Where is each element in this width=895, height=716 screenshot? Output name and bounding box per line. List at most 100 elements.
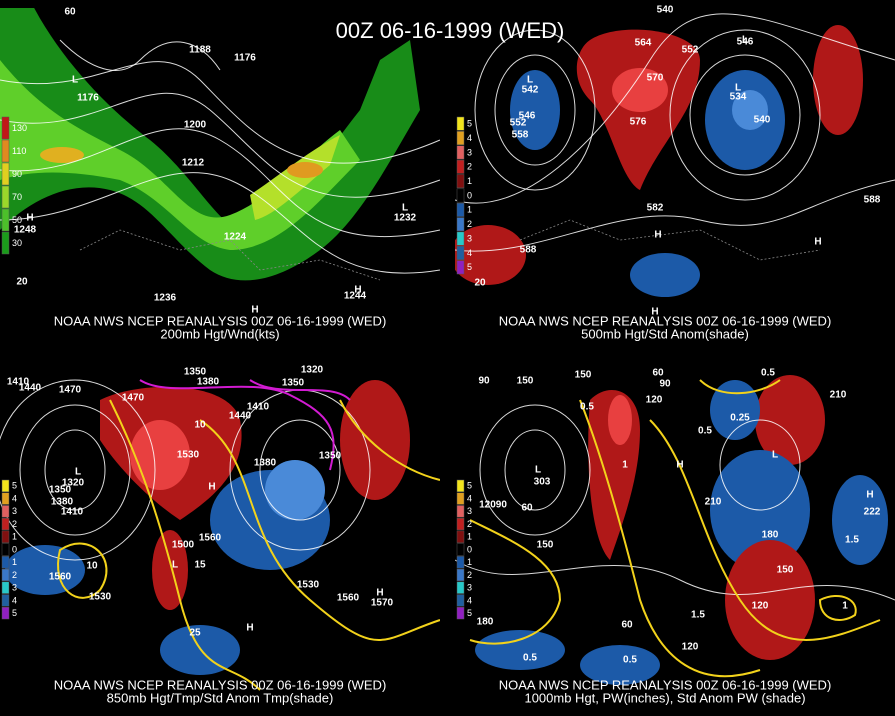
panel-caption: 850mb Hgt/Tmp/Std Anom Tmp(shade) xyxy=(107,690,334,705)
legend-label: 0 xyxy=(12,544,17,554)
legend-swatch xyxy=(1,607,10,620)
contour-label: 570 xyxy=(647,73,664,84)
legend-label: 5 xyxy=(12,481,17,491)
legend-swatch xyxy=(456,505,465,518)
legend-label: 2 xyxy=(467,570,472,580)
contour-label: 1224 xyxy=(224,232,247,243)
contour-label: 1440 xyxy=(19,383,42,394)
contour-label: 1530 xyxy=(297,580,320,591)
contour-label: 1500 xyxy=(172,540,195,551)
contour-label: 1410 xyxy=(61,507,84,518)
contour-label: 1530 xyxy=(89,592,112,603)
legend-swatch xyxy=(1,505,10,518)
contour-label: 10 xyxy=(86,561,98,572)
legend-swatch xyxy=(456,594,465,607)
contour-label: 0.5 xyxy=(523,653,537,664)
contour-label: 582 xyxy=(647,203,664,214)
source-line: NOAA NWS NCEP REANALYSIS 00Z 06-16-1999 … xyxy=(54,677,387,692)
legend-swatch xyxy=(456,202,465,217)
contour-label: H xyxy=(814,237,821,248)
contour-label: 120 xyxy=(646,395,663,406)
contour-label: 90 xyxy=(659,379,671,390)
contour-label: 1560 xyxy=(49,572,72,583)
contour-label: L xyxy=(535,465,541,476)
legend-label: 4 xyxy=(467,595,472,605)
legend-label: 2 xyxy=(467,219,472,229)
legend-label: 90 xyxy=(12,169,22,179)
legend-label: 4 xyxy=(467,133,472,143)
contour-label: 1232 xyxy=(394,213,417,224)
legend-label: 1 xyxy=(467,205,472,215)
legend-swatch xyxy=(1,581,10,594)
source-line: NOAA NWS NCEP REANALYSIS 00Z 06-16-1999 … xyxy=(499,313,832,328)
contour-label: 1350 xyxy=(184,367,207,378)
contour-label: 15 xyxy=(194,560,206,571)
contour-label: 552 xyxy=(510,118,527,129)
legend-swatch xyxy=(456,246,465,260)
legend-label: 2 xyxy=(12,519,17,529)
legend-swatch xyxy=(456,131,465,145)
contour-label: 1 xyxy=(622,460,628,471)
contour-label: H xyxy=(654,230,661,241)
contour-label: 120 xyxy=(682,642,699,653)
contour-label: 588 xyxy=(520,245,537,256)
legend-label: 3 xyxy=(12,506,17,516)
contour-label: 1440 xyxy=(229,411,252,422)
panel-200mb xyxy=(0,0,441,281)
contour-label: L xyxy=(75,467,81,478)
legend-label: 2 xyxy=(12,570,17,580)
contour-label: 1236 xyxy=(154,293,177,304)
contour-label: 1410 xyxy=(247,402,270,413)
contour-label: H xyxy=(866,490,873,501)
legend-label: 3 xyxy=(467,583,472,593)
legend-swatch xyxy=(456,217,465,232)
legend-swatch xyxy=(1,568,10,582)
contour-label: 303 xyxy=(534,477,551,488)
legend-swatch xyxy=(1,556,10,569)
legend-swatch xyxy=(1,139,10,163)
contour-label: 1470 xyxy=(59,385,82,396)
contour-label: 1560 xyxy=(337,593,360,604)
legend-swatch xyxy=(456,116,465,131)
contour-label: L xyxy=(527,75,533,86)
contour-label: 180 xyxy=(477,617,494,628)
contour-label: 60 xyxy=(64,7,76,18)
contour-label: 1320 xyxy=(62,478,85,489)
legend-label: 3 xyxy=(467,506,472,516)
legend-label: 3 xyxy=(467,233,472,243)
legend-label: 5 xyxy=(467,481,472,491)
contour-label: 150 xyxy=(575,370,592,381)
contour-label: 1380 xyxy=(197,377,220,388)
legend-label: 70 xyxy=(12,192,22,202)
legend-label: 1 xyxy=(12,532,17,542)
legend-swatch xyxy=(456,492,465,505)
legend-label: 2 xyxy=(467,519,472,529)
legend-swatch xyxy=(456,145,465,160)
contour-label: 20 xyxy=(474,278,486,289)
contour-label: 1.5 xyxy=(691,610,705,621)
contour-label: 1350 xyxy=(49,485,72,496)
contour-label: 1212 xyxy=(182,158,205,169)
contour-label: L xyxy=(402,203,408,214)
legend-swatch xyxy=(1,479,10,492)
contour-label: 150 xyxy=(777,565,794,576)
panel-850mb xyxy=(0,379,441,691)
contour-label: L xyxy=(172,560,178,571)
contour-label: 1380 xyxy=(254,458,277,469)
contour-label: 150 xyxy=(517,376,534,387)
legend-swatch xyxy=(1,185,10,209)
contour-label: 210 xyxy=(830,390,847,401)
contour-label: 546 xyxy=(519,111,536,122)
legend-label: 1 xyxy=(467,176,472,186)
legend-swatch xyxy=(456,174,465,189)
legend-swatch xyxy=(456,607,465,620)
contour-label: 1350 xyxy=(282,378,305,389)
legend-label: 1 xyxy=(467,557,472,567)
legend-swatch xyxy=(1,517,10,531)
legend-label: 2 xyxy=(467,162,472,172)
contour-label: 1.5 xyxy=(845,535,859,546)
contour-label: 1530 xyxy=(177,450,200,461)
legend-label: 3 xyxy=(12,583,17,593)
